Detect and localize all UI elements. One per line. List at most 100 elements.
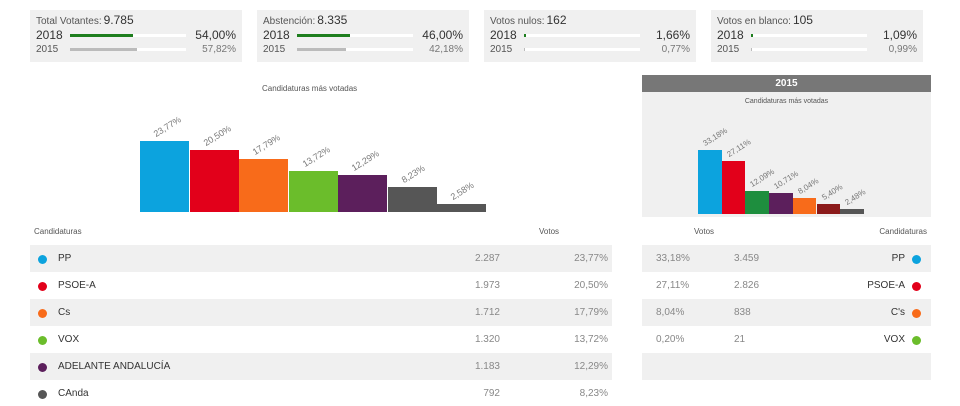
panel-2015: 2015 Candidaturas más votadas 33,18% 27,1…	[642, 75, 931, 217]
summary-year: 2018	[717, 28, 744, 42]
summary-label: Votos nulos:	[490, 16, 545, 27]
party-votes-2015: 3.459	[734, 253, 760, 264]
bar-s1	[745, 191, 769, 214]
table-2015-row: 8,04% 838 C's	[642, 299, 931, 326]
bar-chart-2015: 33,18% 27,11% 12,09% 10,71% 8,04% 5,40% 2,48%	[698, 126, 868, 214]
panel-2015-chart-title: Candidaturas más votadas	[744, 98, 829, 105]
summary-percent: 0,77%	[661, 44, 690, 55]
summary-header: Total Votantes: 9.785	[36, 13, 236, 28]
table-2015-row: 0,20% 21 VOX	[642, 326, 931, 353]
summary-percent: 1,66%	[655, 28, 690, 42]
summary-header: Abstención: 8.335	[263, 13, 463, 28]
party-color-dot	[38, 309, 47, 318]
bar-psoe-a	[189, 150, 239, 212]
col-votos-2015: Votos	[694, 227, 715, 236]
summary-row-2018: 2018 1,09%	[717, 28, 917, 43]
summary-percent: 42,18%	[429, 44, 463, 55]
col-candidaturas-2015: Candidaturas	[879, 227, 927, 236]
summary-bar	[297, 48, 413, 51]
party-color-dot	[912, 309, 921, 318]
summary-percent: 57,82%	[202, 44, 236, 55]
bar-psoe-a	[721, 161, 746, 214]
party-name-2015: VOX	[883, 334, 905, 345]
party-color-dot	[912, 255, 921, 264]
table-row: VOX 1.320 13,72%	[30, 326, 612, 353]
table-2015-empty-row	[642, 380, 931, 406]
summary-row-2018: 2018 1,66%	[490, 28, 690, 43]
summary-bar-fill	[524, 34, 526, 37]
party-percent: 12,29%	[574, 361, 608, 372]
party-name: PP	[58, 253, 72, 264]
summary-bar	[70, 48, 186, 51]
summary-bar	[751, 48, 867, 51]
party-votes: 792	[483, 388, 500, 399]
party-votes-2015: 838	[734, 307, 751, 318]
bar-canda	[387, 187, 437, 212]
table-2015-row: 33,18% 3.459 PP	[642, 245, 931, 272]
bar-label: 27,11%	[724, 137, 753, 159]
bar-s3	[816, 204, 840, 214]
summary-percent: 1,09%	[882, 28, 917, 42]
summary-bar-fill	[524, 48, 525, 51]
summary-label: Votos en blanco:	[717, 16, 791, 27]
summary-bar-fill	[70, 34, 133, 37]
table-row: Cs 1.712 17,79%	[30, 299, 612, 326]
party-percent-2015: 8,04%	[656, 307, 685, 318]
party-name: ADELANTE ANDALUCÍA	[58, 361, 171, 372]
summary-bar-fill	[297, 34, 351, 37]
party-votes-2015: 2.826	[734, 280, 760, 291]
summary-box: Total Votantes: 9.785 2018 54,00% 2015 57,82%	[30, 10, 242, 62]
party-name: CAnda	[58, 388, 89, 399]
table-2015-empty-row	[642, 353, 931, 380]
summary-year: 2018	[36, 28, 63, 42]
summary-row-2015: 2015 0,77%	[490, 43, 690, 58]
chart-title: Candidaturas más votadas	[262, 84, 358, 93]
party-votes: 1.973	[474, 280, 500, 291]
summary-box: Abstención: 8.335 2018 46,00% 2015 42,18%	[257, 10, 469, 62]
summary-value: 8.335	[317, 13, 348, 27]
col-votos: Votos	[539, 227, 560, 236]
bar-label: 5,40%	[819, 182, 844, 202]
summary-header: Votos en blanco: 105	[717, 13, 917, 28]
party-percent-2015: 27,11%	[656, 280, 690, 291]
summary-bar	[751, 34, 867, 37]
bar-s4	[840, 209, 864, 214]
summary-row-2015: 2015 57,82%	[36, 43, 236, 58]
bar-label: 20,50%	[201, 123, 233, 148]
table-header: Candidaturas Votos	[30, 223, 612, 239]
party-name: PSOE-A	[58, 280, 96, 291]
summary-row-2015: 2015 42,18%	[263, 43, 463, 58]
table-row: PSOE-A 1.973 20,50%	[30, 272, 612, 299]
summary-bar-fill	[751, 34, 753, 37]
bar-label: 2,58%	[448, 179, 476, 202]
party-color-dot	[912, 282, 921, 291]
party-name-2015: PP	[891, 253, 905, 264]
party-name-2015: PSOE-A	[867, 280, 905, 291]
summary-row-2018: 2018 54,00%	[36, 28, 236, 43]
summary-value: 162	[546, 13, 567, 27]
party-percent-2015: 0,20%	[656, 334, 685, 345]
summary-box: Votos en blanco: 105 2018 1,09% 2015 0,99%	[711, 10, 923, 62]
table-row: PP 2.287 23,77%	[30, 245, 612, 272]
bar-label: 33,18%	[701, 125, 730, 148]
party-percent: 13,72%	[574, 334, 608, 345]
party-percent-2015: 33,18%	[656, 253, 690, 264]
summary-bar	[524, 48, 640, 51]
table-row: ADELANTE ANDALUCÍA 1.183 12,29%	[30, 353, 612, 380]
party-percent: 8,23%	[579, 388, 608, 399]
party-votes: 1.712	[474, 307, 500, 318]
party-color-dot	[38, 282, 47, 291]
party-name: Cs	[58, 307, 71, 318]
summary-year: 2015	[717, 44, 740, 55]
party-color-dot	[38, 255, 47, 264]
party-percent: 17,79%	[574, 307, 608, 318]
main-bar-chart: 23,77% 20,50% 17,79% 13,72% 12,29% 8,23% 2,58%	[140, 108, 486, 212]
bar-label: 12,29%	[349, 148, 381, 173]
party-color-dot	[38, 363, 47, 372]
bar-c-s	[792, 198, 817, 214]
table-row: CAnda 792 8,23%	[30, 380, 612, 406]
bar-label: 8,23%	[399, 162, 427, 185]
bar-label: 2,48%	[843, 187, 868, 207]
summary-bar	[70, 34, 186, 37]
summary-bar	[524, 34, 640, 37]
